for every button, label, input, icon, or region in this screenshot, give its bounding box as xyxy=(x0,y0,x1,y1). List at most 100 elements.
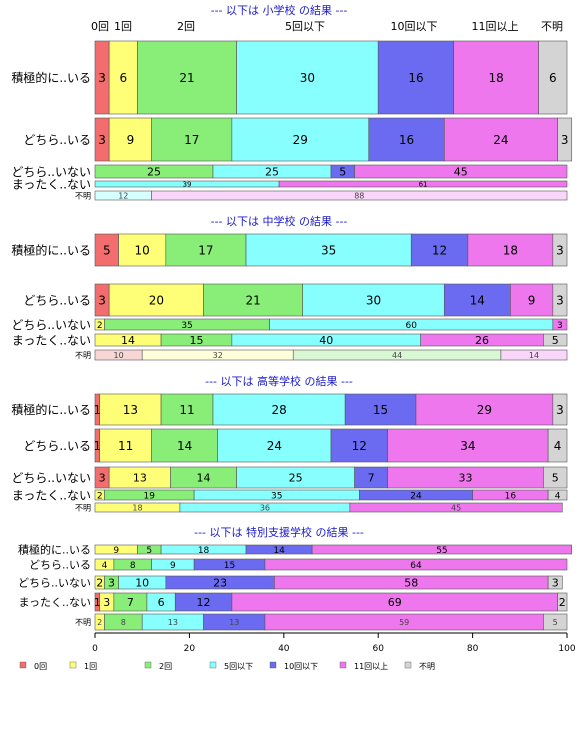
row-label: 不明 xyxy=(75,503,91,512)
data-label: 5 xyxy=(553,618,558,627)
data-label: 25 xyxy=(289,472,303,485)
bar-segment xyxy=(453,40,539,115)
data-label: 4 xyxy=(554,439,562,453)
section-title: --- 以下は 高等学校 の結果 --- xyxy=(205,374,353,388)
data-label: 1 xyxy=(94,439,102,453)
data-label: 2 xyxy=(97,321,103,331)
bar-segment xyxy=(311,544,573,555)
data-label: 30 xyxy=(300,71,315,85)
data-label: 3 xyxy=(98,133,106,147)
bar-segment xyxy=(137,40,237,115)
data-label: 25 xyxy=(265,166,279,179)
data-label: 13 xyxy=(168,618,178,627)
legend-swatch xyxy=(339,661,347,669)
data-label: 13 xyxy=(133,472,147,485)
data-label: 24 xyxy=(493,133,508,147)
bar-segment xyxy=(151,117,233,162)
data-label: 6 xyxy=(119,71,127,85)
x-tick-label: 40 xyxy=(278,644,290,654)
data-label: 5 xyxy=(339,166,346,179)
data-label: 32 xyxy=(213,351,223,360)
bar-segment xyxy=(368,117,445,162)
data-label: 15 xyxy=(224,561,235,571)
legend-label: 1回 xyxy=(84,662,97,671)
row-label: どちら..いない xyxy=(11,165,91,179)
data-label: 45 xyxy=(454,166,468,179)
legend-swatch xyxy=(269,661,277,669)
legend-swatch xyxy=(69,661,77,669)
bar-segment xyxy=(344,393,417,426)
data-label: 9 xyxy=(113,546,119,556)
data-label: 11 xyxy=(118,439,133,453)
bar-segment xyxy=(245,233,412,267)
data-label: 61 xyxy=(419,181,428,189)
data-label: 5 xyxy=(146,546,152,556)
column-label: 不明 xyxy=(541,20,563,33)
legend-swatch xyxy=(209,661,217,669)
bar-segment xyxy=(510,283,554,317)
bar-segment xyxy=(552,283,568,317)
bar-segment xyxy=(160,393,214,426)
data-label: 69 xyxy=(388,596,402,609)
legend-label: 10回以下 xyxy=(284,662,318,671)
data-label: 58 xyxy=(404,577,418,590)
data-label: 3 xyxy=(561,133,569,147)
legend-label: 不明 xyxy=(419,662,435,671)
data-label: 2 xyxy=(97,618,102,627)
bar-segment xyxy=(330,428,388,463)
section-title: --- 以下は 小学校 の結果 --- xyxy=(211,3,348,17)
data-label: 12 xyxy=(432,243,447,257)
data-label: 3 xyxy=(556,293,564,307)
data-label: 9 xyxy=(528,293,536,307)
row-label: 積極的に..いる xyxy=(11,242,91,257)
data-label: 35 xyxy=(271,491,282,501)
data-label: 3 xyxy=(552,577,559,590)
data-label: 44 xyxy=(392,351,402,360)
data-label: 10 xyxy=(135,577,149,590)
row-label: どちら..いる xyxy=(23,133,91,147)
data-label: 11 xyxy=(179,403,194,417)
data-label: 15 xyxy=(189,334,203,347)
bar-segment xyxy=(349,502,563,513)
row-label: まったく..ない xyxy=(18,596,91,609)
bar-segment xyxy=(151,428,219,463)
data-label: 3 xyxy=(108,577,115,590)
data-label: 16 xyxy=(399,133,414,147)
data-label: 14 xyxy=(529,351,539,360)
bar-segment xyxy=(500,349,568,361)
column-label: 1回 xyxy=(114,20,132,33)
data-label: 55 xyxy=(436,546,447,556)
data-label: 3 xyxy=(556,403,564,417)
data-label: 18 xyxy=(198,546,210,556)
legend-swatch xyxy=(404,661,412,669)
data-label: 14 xyxy=(470,293,485,307)
data-label: 21 xyxy=(179,71,194,85)
bar-segment xyxy=(557,592,568,612)
legend-label: 5回以下 xyxy=(224,662,253,671)
section-title: --- 以下は 特別支援学校 の結果 --- xyxy=(194,525,364,539)
column-label: 11回以上 xyxy=(472,20,519,33)
data-label: 3 xyxy=(98,71,106,85)
data-label: 6 xyxy=(158,596,165,609)
bar-segment xyxy=(302,283,445,317)
bar-segment xyxy=(354,164,568,179)
data-label: 5 xyxy=(552,334,559,347)
bar-segment xyxy=(547,489,568,501)
data-label: 36 xyxy=(260,503,270,512)
row-label: まったく..ない xyxy=(12,177,91,191)
row-label: 不明 xyxy=(75,191,91,200)
legend-label: 0回 xyxy=(34,662,47,671)
data-label: 30 xyxy=(366,293,381,307)
data-label: 3 xyxy=(556,243,564,257)
row-label: まったく..ない xyxy=(12,333,91,347)
bar-segment xyxy=(212,393,346,426)
data-label: 7 xyxy=(127,596,134,609)
bar-segment xyxy=(538,40,568,115)
data-label: 2 xyxy=(559,596,566,609)
data-label: 60 xyxy=(406,321,418,331)
x-tick-label: 100 xyxy=(558,644,575,654)
data-label: 26 xyxy=(475,334,489,347)
bar-segment xyxy=(543,466,568,489)
bar-segment xyxy=(165,233,247,267)
data-label: 3 xyxy=(103,596,110,609)
